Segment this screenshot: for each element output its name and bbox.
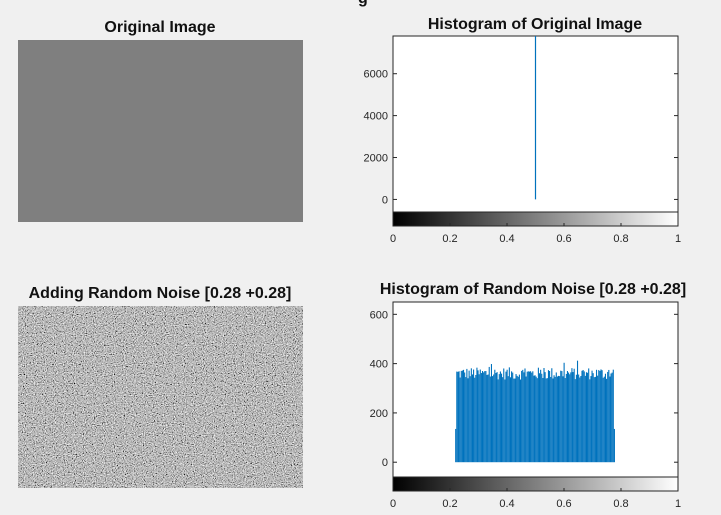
x-tick-label: 1	[675, 498, 681, 510]
original-image-title: Original Image	[104, 19, 215, 36]
x-tick-label: 0.2	[442, 498, 457, 510]
histogram-noise-x-ticks: 0 0.2 0.4 0.6 0.8 1	[390, 488, 681, 510]
histogram-noise-bars	[455, 360, 615, 463]
x-tick-label: 0.6	[556, 233, 571, 245]
y-tick-label: 0	[382, 457, 388, 469]
y-tick-label: 0	[382, 194, 388, 206]
histogram-noise-title: Histogram of Random Noise [0.28 +0.28]	[380, 281, 686, 298]
y-tick-label: 6000	[364, 69, 388, 81]
noisy-image-title: Adding Random Noise [0.28 +0.28]	[29, 285, 292, 302]
x-tick-label: 0.2	[442, 233, 457, 245]
x-tick-label: 0.6	[556, 498, 571, 510]
x-tick-label: 0.4	[499, 233, 514, 245]
histogram-noise-colorbar	[392, 476, 679, 492]
histogram-original-title: Histogram of Original Image	[428, 16, 642, 33]
noisy-image	[18, 306, 303, 488]
histogram-original-y-ticks: 0 2000 4000 6000	[364, 69, 678, 206]
original-image	[18, 40, 303, 222]
x-tick-label: 0	[390, 233, 396, 245]
y-tick-label: 400	[370, 359, 388, 371]
y-tick-label: 4000	[364, 111, 388, 123]
x-tick-label: 1	[675, 233, 681, 245]
x-tick-label: 0.8	[613, 498, 628, 510]
histogram-original-x-ticks: 0 0.2 0.4 0.6 0.8 1	[390, 223, 681, 245]
histogram-noise-y-ticks: 0 200 400 600	[370, 309, 678, 469]
x-tick-label: 0.8	[613, 233, 628, 245]
y-tick-label: 200	[370, 408, 388, 420]
histogram-original-colorbar	[392, 211, 679, 227]
x-tick-label: 0.4	[499, 498, 514, 510]
y-tick-label: 600	[370, 309, 388, 321]
cropped-title-fragment: g	[358, 0, 368, 7]
x-tick-label: 0	[390, 498, 396, 510]
y-tick-label: 2000	[364, 153, 388, 165]
